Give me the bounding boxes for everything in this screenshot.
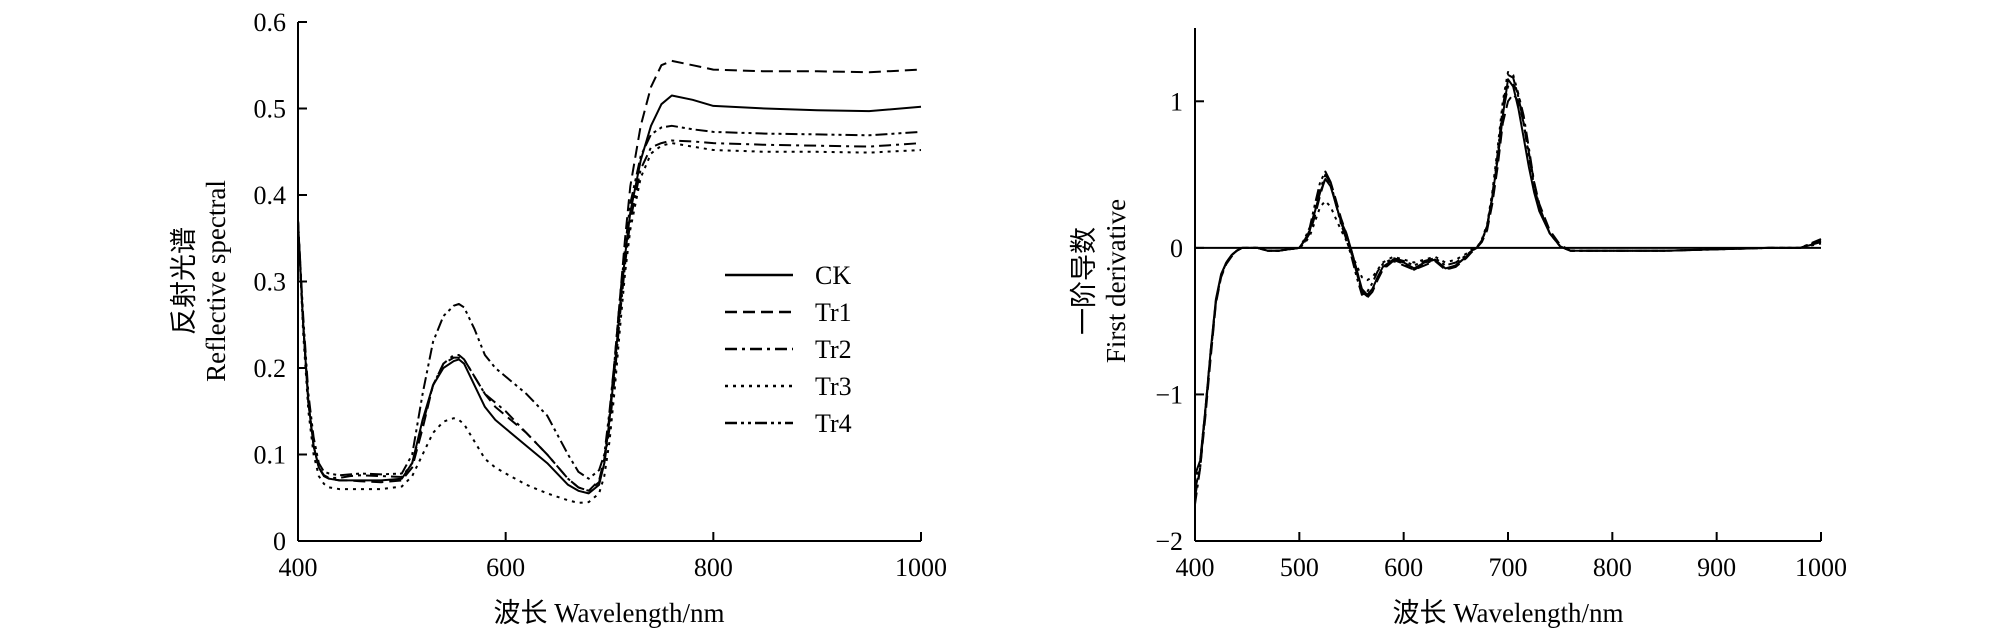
y-tick-label: 0.4 xyxy=(254,181,287,210)
x-tick-label: 1000 xyxy=(895,553,947,582)
right-ticks-group: 400 500 600 700 800 900 1000 −2 −1 0 1 xyxy=(1155,87,1847,582)
y-tick-label: 0.1 xyxy=(254,441,287,470)
left-y-axis-title-cn: 反射光谱 xyxy=(169,227,199,335)
legend-label-tr1: Tr1 xyxy=(815,298,852,327)
legend-label-tr4: Tr4 xyxy=(815,409,852,438)
x-tick-label: 800 xyxy=(694,553,733,582)
y-tick-label: 0.3 xyxy=(254,268,287,297)
y-tick-label: −1 xyxy=(1155,380,1183,409)
y-tick-label: 0.2 xyxy=(254,354,287,383)
first-derivative-chart: 400 500 600 700 800 900 1000 −2 −1 0 1 波长 Waveleng… xyxy=(1069,28,1847,628)
y-tick-label: −2 xyxy=(1155,527,1183,556)
y-tick-label: 1 xyxy=(1170,87,1183,116)
x-tick-label: 700 xyxy=(1489,553,1528,582)
x-tick-label: 400 xyxy=(279,553,318,582)
right-y-axis-title-cn: 一阶导数 xyxy=(1069,227,1099,335)
right-series-group xyxy=(1194,71,1822,505)
x-tick-label: 600 xyxy=(486,553,525,582)
right-x-axis-title: 波长 Wavelength/nm xyxy=(1392,598,1623,628)
x-tick-label: 500 xyxy=(1280,553,1319,582)
legend-label-tr2: Tr2 xyxy=(815,335,852,364)
series-line-ck-derivative xyxy=(1194,78,1822,476)
series-line-tr2-derivative xyxy=(1194,82,1822,505)
x-tick-label: 900 xyxy=(1697,553,1736,582)
series-line-tr3-reflectance xyxy=(297,142,922,504)
y-tick-label: 0 xyxy=(273,527,286,556)
reflectance-chart: 400 600 800 1000 0 0.1 0.2 0.3 0.4 0.5 0.6 波长 Wave… xyxy=(169,8,947,628)
legend: CK Tr1 Tr2 Tr3 Tr4 xyxy=(725,261,852,438)
left-ticks-group: 400 600 800 1000 0 0.1 0.2 0.3 0.4 0.5 0.6 xyxy=(254,8,948,582)
left-y-axis-title-en: Reflective spectral xyxy=(201,180,231,382)
right-y-axis-title-en: First derivative xyxy=(1101,199,1131,363)
y-tick-label: 0.5 xyxy=(254,95,287,124)
legend-label-ck: CK xyxy=(815,261,851,290)
left-x-axis-title: 波长 Wavelength/nm xyxy=(493,598,724,628)
series-line-tr3-derivative xyxy=(1194,71,1822,483)
legend-label-tr3: Tr3 xyxy=(815,372,852,401)
left-series-group xyxy=(297,59,922,504)
series-line-tr4-derivative xyxy=(1194,73,1822,490)
y-tick-label: 0 xyxy=(1170,234,1183,263)
y-tick-label: 0.6 xyxy=(254,8,287,37)
series-line-tr4-reflectance xyxy=(297,124,922,480)
x-tick-label: 800 xyxy=(1593,553,1632,582)
x-tick-label: 600 xyxy=(1384,553,1423,582)
series-line-tr1-derivative xyxy=(1194,93,1822,498)
series-line-tr1-reflectance xyxy=(297,59,922,492)
series-line-tr2-reflectance xyxy=(297,139,922,492)
x-tick-label: 1000 xyxy=(1795,553,1847,582)
x-tick-label: 400 xyxy=(1176,553,1215,582)
